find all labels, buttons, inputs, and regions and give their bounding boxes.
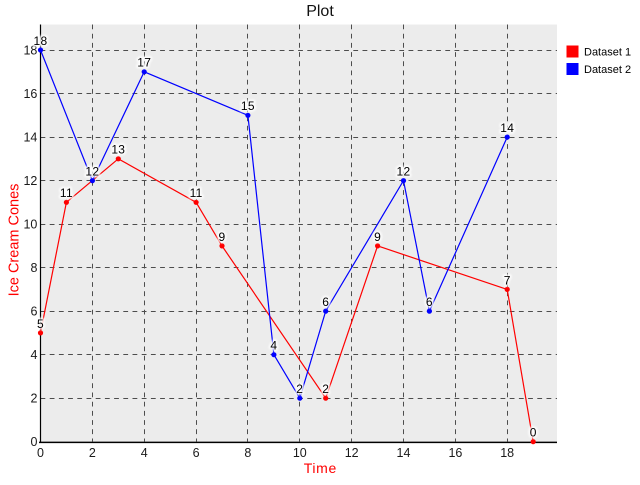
svg-text:12: 12 bbox=[397, 165, 411, 179]
svg-text:Ice Cream Cones: Ice Cream Cones bbox=[7, 184, 23, 297]
svg-text:18: 18 bbox=[500, 446, 514, 460]
svg-text:Dataset 2: Dataset 2 bbox=[584, 64, 631, 76]
svg-text:2: 2 bbox=[296, 382, 303, 396]
svg-text:12: 12 bbox=[85, 165, 99, 179]
svg-text:12: 12 bbox=[345, 446, 359, 460]
svg-text:6: 6 bbox=[193, 446, 200, 460]
svg-text:10: 10 bbox=[23, 217, 37, 231]
svg-text:14: 14 bbox=[23, 130, 37, 144]
svg-text:14: 14 bbox=[397, 446, 411, 460]
svg-text:8: 8 bbox=[244, 446, 251, 460]
svg-text:4: 4 bbox=[141, 446, 148, 460]
svg-text:0: 0 bbox=[530, 426, 537, 440]
svg-text:Time: Time bbox=[304, 460, 337, 476]
svg-text:7: 7 bbox=[504, 273, 511, 287]
svg-text:7: 7 bbox=[504, 273, 511, 287]
svg-text:6: 6 bbox=[426, 295, 433, 309]
svg-text:12: 12 bbox=[23, 174, 37, 188]
svg-text:16: 16 bbox=[448, 446, 462, 460]
svg-text:4: 4 bbox=[270, 339, 277, 353]
svg-text:2: 2 bbox=[30, 392, 37, 406]
svg-text:0: 0 bbox=[37, 446, 44, 460]
svg-text:18: 18 bbox=[34, 34, 48, 48]
svg-text:18: 18 bbox=[34, 34, 48, 48]
svg-text:2: 2 bbox=[89, 446, 96, 460]
svg-text:11: 11 bbox=[190, 186, 203, 200]
svg-text:6: 6 bbox=[30, 304, 37, 318]
svg-text:6: 6 bbox=[322, 295, 329, 309]
svg-text:10: 10 bbox=[293, 446, 307, 460]
svg-text:8: 8 bbox=[30, 261, 37, 275]
svg-text:Dataset 1: Dataset 1 bbox=[584, 47, 631, 59]
svg-text:0: 0 bbox=[30, 435, 37, 449]
svg-text:13: 13 bbox=[111, 143, 125, 157]
svg-text:9: 9 bbox=[219, 230, 226, 244]
svg-text:9: 9 bbox=[374, 230, 381, 244]
svg-text:2: 2 bbox=[322, 382, 329, 396]
svg-text:14: 14 bbox=[500, 121, 514, 135]
svg-text:5: 5 bbox=[37, 317, 44, 331]
svg-text:4: 4 bbox=[270, 339, 277, 353]
svg-text:15: 15 bbox=[241, 99, 255, 113]
svg-text:15: 15 bbox=[241, 99, 255, 113]
svg-text:17: 17 bbox=[137, 56, 151, 70]
svg-text:9: 9 bbox=[219, 230, 226, 244]
svg-text:12: 12 bbox=[85, 165, 99, 179]
svg-text:0: 0 bbox=[530, 426, 537, 440]
svg-text:13: 13 bbox=[111, 143, 125, 157]
svg-text:17: 17 bbox=[137, 56, 151, 70]
svg-text:9: 9 bbox=[374, 230, 381, 244]
svg-text:11: 11 bbox=[190, 186, 203, 200]
svg-text:6: 6 bbox=[426, 295, 433, 309]
svg-text:14: 14 bbox=[500, 121, 514, 135]
svg-text:16: 16 bbox=[23, 87, 37, 101]
svg-text:6: 6 bbox=[322, 295, 329, 309]
svg-text:18: 18 bbox=[23, 43, 37, 57]
svg-text:12: 12 bbox=[397, 165, 411, 179]
svg-text:4: 4 bbox=[30, 348, 37, 362]
svg-text:5: 5 bbox=[37, 317, 44, 331]
svg-text:2: 2 bbox=[322, 382, 329, 396]
svg-text:11: 11 bbox=[60, 186, 73, 200]
svg-text:Plot: Plot bbox=[306, 3, 334, 20]
svg-text:2: 2 bbox=[296, 382, 303, 396]
svg-text:11: 11 bbox=[60, 186, 73, 200]
